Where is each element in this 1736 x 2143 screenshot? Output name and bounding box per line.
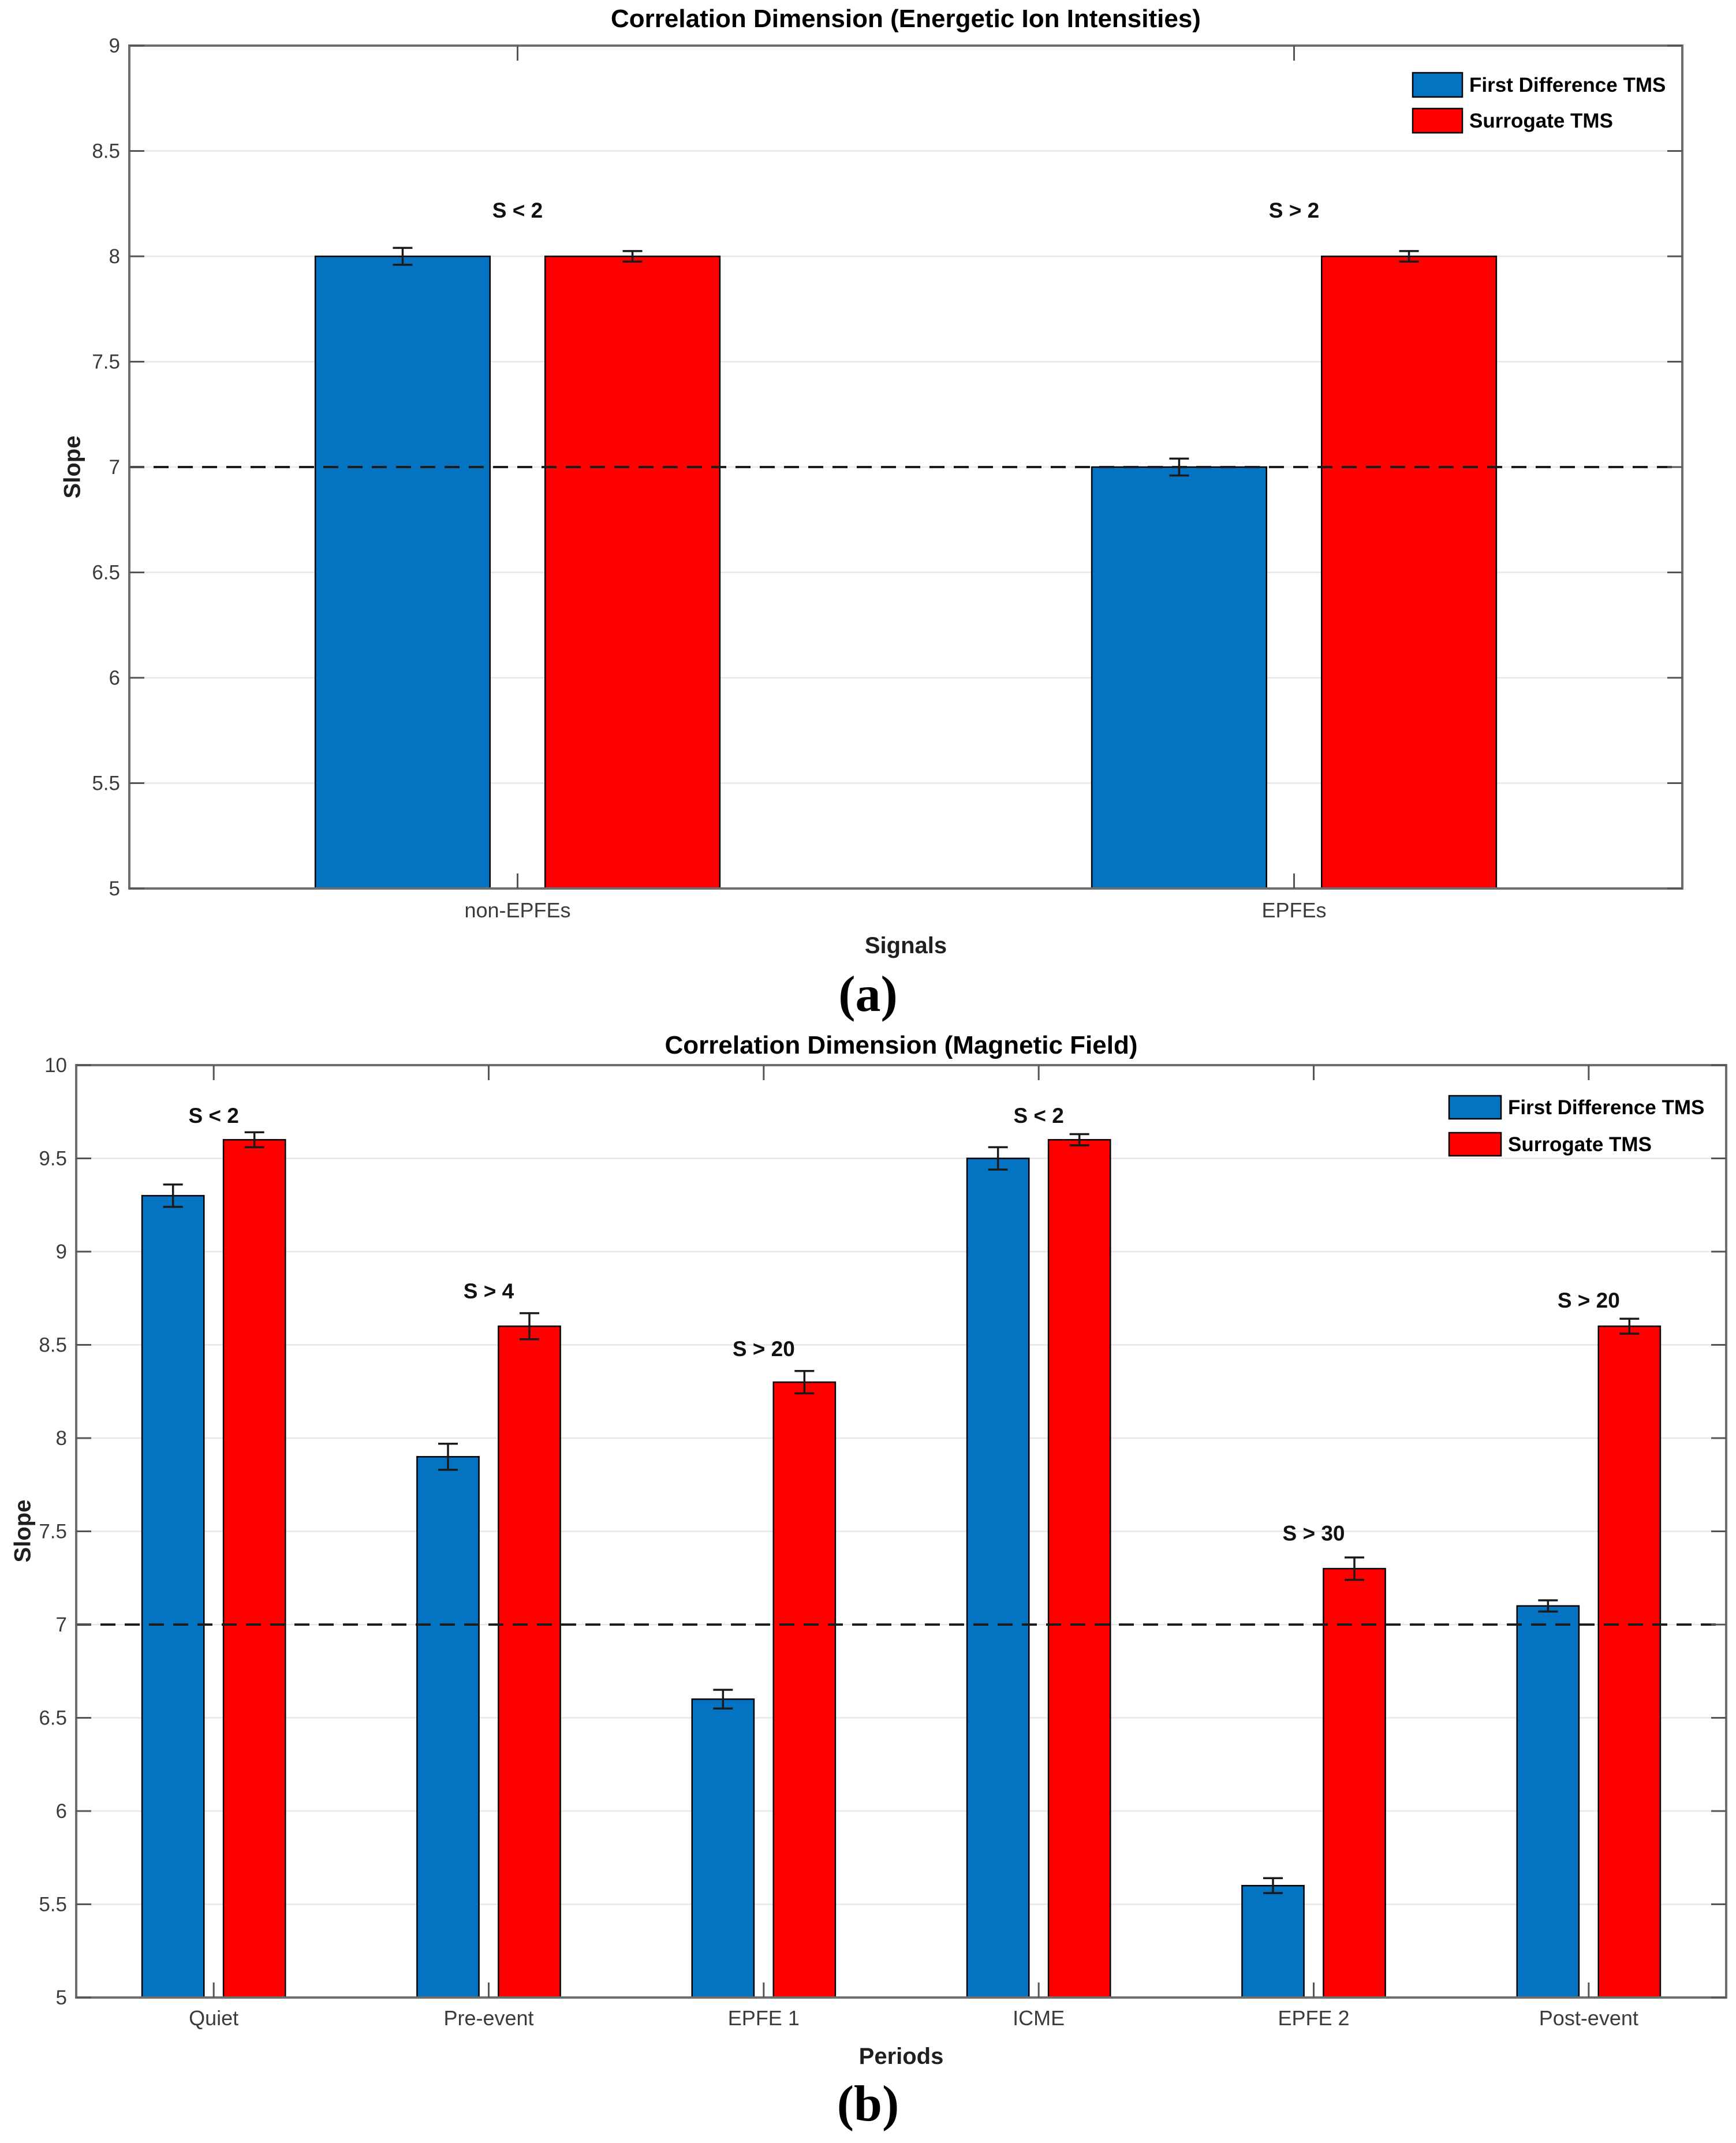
- ytick-label-b-7.5: 7.5: [39, 1521, 67, 1543]
- bar-post-event-surrogate-tms: [1597, 1325, 1662, 1999]
- legend-label-surrogate-tms: Surrogate TMS: [1508, 1133, 1652, 1156]
- ytick-label-a-9: 9: [109, 35, 120, 57]
- category-label-epfes: EPFEs: [1261, 898, 1326, 922]
- panel-a-caption: (a): [838, 966, 898, 1022]
- bar-quiet-surrogate-tms: [222, 1138, 286, 1999]
- ytick-label-b-9: 9: [56, 1241, 67, 1263]
- annotation-epfe-1-s-20: S > 20: [733, 1337, 795, 1361]
- legend-label-surrogate-tms: Surrogate TMS: [1469, 110, 1613, 132]
- category-label-non-epfes: non-EPFEs: [464, 898, 570, 922]
- legend-swatch-first-difference-tms: [1412, 72, 1464, 98]
- bar-icme-first-difference-tms: [966, 1158, 1030, 1999]
- bar-quiet-first-difference-tms: [141, 1194, 205, 1999]
- annotation-epfes-s-2: S > 2: [1269, 199, 1319, 222]
- ytick-label-a-5.5: 5.5: [92, 772, 120, 795]
- bar-epfe-1-surrogate-tms: [772, 1381, 837, 1999]
- bar-pre-event-surrogate-tms: [498, 1325, 561, 1999]
- bar-epfe-2-surrogate-tms: [1323, 1567, 1386, 1999]
- chart-b-title: Correlation Dimension (Magnetic Field): [664, 1031, 1138, 1059]
- category-label-epfe-1: EPFE 1: [728, 2006, 800, 2030]
- ytick-label-b-10: 10: [44, 1054, 67, 1077]
- chart-b-xlabel: Periods: [858, 2044, 944, 2069]
- annotation-pre-event-s-4: S > 4: [464, 1279, 514, 1303]
- ytick-label-a-8: 8: [109, 245, 120, 268]
- ytick-label-a-7: 7: [109, 456, 120, 479]
- annotation-non-epfes-s-2: S < 2: [492, 199, 543, 222]
- annotation-quiet-s-2: S < 2: [188, 1104, 238, 1127]
- category-label-epfe-2: EPFE 2: [1278, 2006, 1349, 2030]
- legend-swatch-surrogate-tms: [1448, 1132, 1502, 1157]
- legend-label-first-difference-tms: First Difference TMS: [1508, 1096, 1704, 1119]
- bar-epfes-surrogate-tms: [1320, 255, 1498, 890]
- ytick-label-a-6.5: 6.5: [92, 562, 120, 584]
- bar-epfe-1-first-difference-tms: [691, 1698, 755, 1999]
- legend-swatch-surrogate-tms: [1412, 107, 1464, 134]
- ytick-label-a-5: 5: [109, 878, 120, 900]
- ytick-label-b-8.5: 8.5: [39, 1334, 67, 1357]
- ytick-label-a-6: 6: [109, 667, 120, 689]
- bar-pre-event-first-difference-tms: [416, 1456, 480, 1999]
- category-label-pre-event: Pre-event: [443, 2006, 533, 2030]
- ytick-label-b-5.5: 5.5: [39, 1894, 67, 1916]
- legend-label-first-difference-tms: First Difference TMS: [1469, 74, 1666, 96]
- bar-epfe-2-first-difference-tms: [1241, 1884, 1305, 1999]
- legend-swatch-first-difference-tms: [1448, 1095, 1502, 1120]
- panel-b-caption: (b): [837, 2076, 899, 2132]
- ytick-label-b-9.5: 9.5: [39, 1148, 67, 1170]
- bar-non-epfes-surrogate-tms: [544, 255, 721, 890]
- ytick-label-b-6: 6: [56, 1800, 67, 1823]
- annotation-post-event-s-20: S > 20: [1558, 1289, 1620, 1312]
- bar-icme-surrogate-tms: [1047, 1138, 1111, 1999]
- ytick-label-b-7: 7: [56, 1614, 67, 1636]
- ytick-label-b-5: 5: [56, 1987, 67, 2009]
- ytick-label-a-7.5: 7.5: [92, 351, 120, 374]
- category-label-quiet: Quiet: [189, 2006, 238, 2030]
- chart-a-ylabel: Slope: [59, 435, 85, 499]
- ytick-label-a-8.5: 8.5: [92, 140, 120, 163]
- ytick-label-b-6.5: 6.5: [39, 1707, 67, 1730]
- ytick-label-b-8: 8: [56, 1427, 67, 1450]
- chart-a-xlabel: Signals: [864, 933, 947, 958]
- annotation-epfe-2-s-30: S > 30: [1282, 1522, 1345, 1545]
- bar-epfes-first-difference-tms: [1091, 466, 1268, 890]
- category-label-icme: ICME: [1013, 2006, 1065, 2030]
- chart-a-title: Correlation Dimension (Energetic Ion Int…: [611, 5, 1201, 33]
- category-label-post-event: Post-event: [1539, 2006, 1638, 2030]
- bar-non-epfes-first-difference-tms: [314, 255, 491, 890]
- bar-post-event-first-difference-tms: [1516, 1605, 1580, 1999]
- annotation-icme-s-2: S < 2: [1013, 1104, 1063, 1127]
- chart-b-ylabel: Slope: [10, 1499, 36, 1563]
